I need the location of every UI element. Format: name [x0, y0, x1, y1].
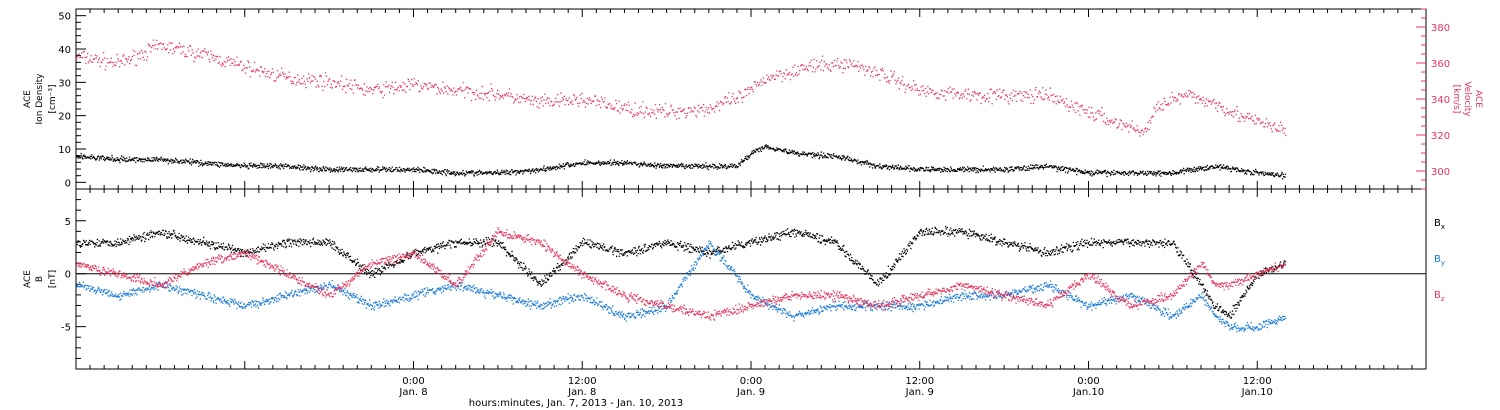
b-tick-label: -5 — [61, 323, 71, 334]
x-tick-label-date: Jan.10 — [1072, 387, 1104, 398]
x-tick-label-time: 12:00 — [1243, 376, 1272, 387]
density-axis-label-line1: ACE — [23, 90, 33, 108]
velocity-axis-label-line3: [km/s] — [1451, 85, 1461, 114]
velocity-points — [76, 39, 1287, 137]
density-tick-label: 50 — [58, 12, 71, 23]
x-tick-label-date: Jan. 9 — [736, 387, 765, 398]
velocity-tick-label: 320 — [1431, 131, 1450, 142]
density-tick-label: 10 — [58, 145, 71, 156]
density-tick-label: 20 — [58, 112, 71, 123]
velocity-axis-label-line1: ACE — [1473, 90, 1483, 108]
b-axis-label-line1: ACE — [23, 270, 33, 288]
x-tick-label-time: 0:00 — [402, 376, 424, 387]
x-tick-label-time: 0:00 — [1077, 376, 1099, 387]
density-points — [76, 144, 1287, 180]
x-tick-label-date: Jan. 8 — [567, 387, 596, 398]
b-axis-label-line3: [nT] — [48, 270, 58, 288]
velocity-axis-label-line2: Velocity — [1462, 81, 1472, 117]
density-tick-label: 30 — [58, 78, 71, 89]
velocity-tick-label: 380 — [1431, 23, 1450, 34]
x-axis-title: hours:minutes, Jan. 7, 2013 - Jan. 10, 2… — [469, 398, 684, 409]
x-tick-label-date: Jan. 9 — [905, 387, 934, 398]
x-tick-label-time: 12:00 — [568, 376, 597, 387]
density-axis-label-line2: Ion Density — [35, 73, 45, 125]
b-axis-label-line2: B — [35, 276, 45, 282]
b-tick-label: 5 — [65, 217, 71, 228]
density-tick-label: 40 — [58, 45, 71, 56]
x-tick-label-date: Jan.10 — [1241, 387, 1273, 398]
density-tick-label: 0 — [65, 178, 71, 189]
bottom-panel-frame — [75, 188, 1427, 370]
legend-by: By — [1434, 254, 1445, 267]
velocity-tick-label: 360 — [1431, 59, 1450, 70]
x-tick-label-time: 0:00 — [740, 376, 762, 387]
velocity-tick-label: 300 — [1431, 167, 1450, 178]
legend-bz: Bz — [1434, 290, 1445, 303]
x-tick-label-date: Jan. 8 — [398, 387, 427, 398]
density-axis-label-line3: [cm⁻³] — [48, 84, 58, 113]
top-panel-frame — [75, 8, 1427, 190]
x-tick-label-time: 12:00 — [905, 376, 934, 387]
velocity-tick-label: 340 — [1431, 95, 1450, 106]
by-points — [76, 240, 1287, 333]
b-tick-label: 0 — [65, 270, 71, 281]
legend-bx: Bx — [1434, 218, 1445, 231]
